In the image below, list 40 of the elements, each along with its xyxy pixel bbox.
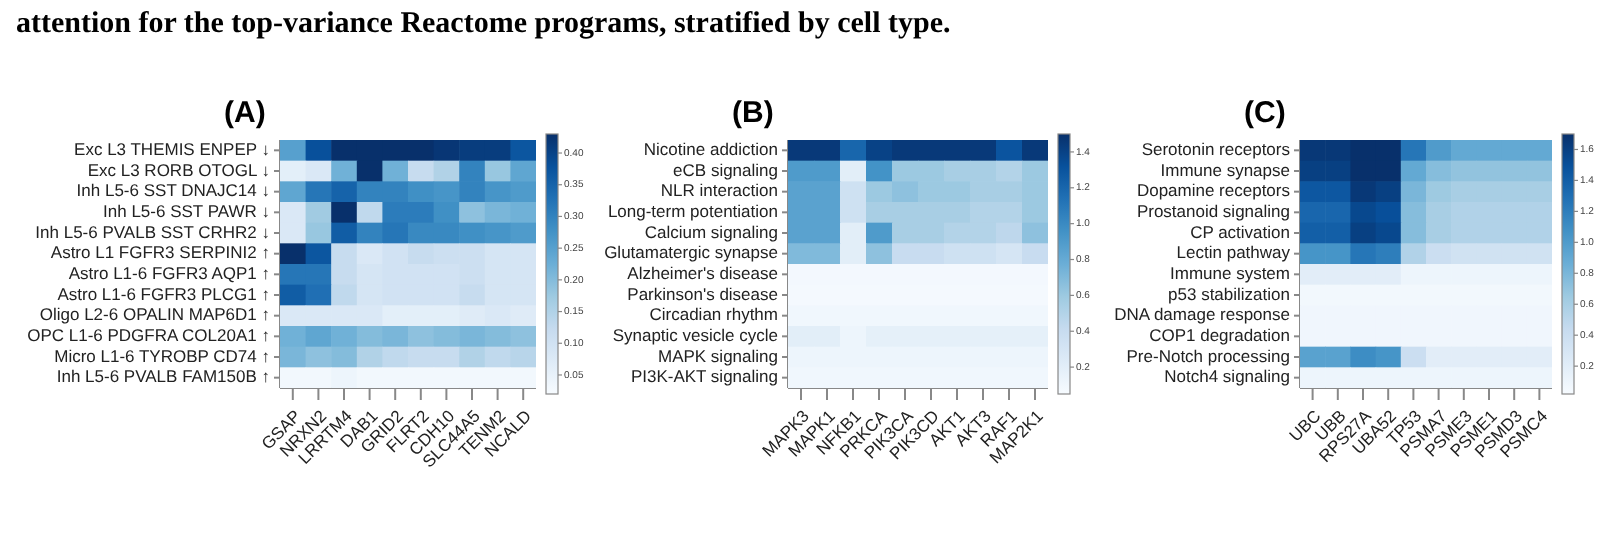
y-tick-label: NLR interaction bbox=[660, 180, 779, 201]
y-tick-label: OPC L1-6 PDGFRA COL20A1 ↑ bbox=[27, 324, 270, 345]
y-tick-label: Inh L5-6 PVALB SST CRHR2 ↓ bbox=[35, 221, 270, 242]
y-tick-label: Calcium signaling bbox=[644, 221, 779, 242]
y-tick-label: Inh L5-6 SST PAWR ↓ bbox=[103, 200, 270, 221]
y-tick-label: Inh L5-6 SST DNAJC14 ↓ bbox=[76, 180, 270, 201]
y-tick-label: Astro L1 FGFR3 SERPINI2 ↑ bbox=[50, 242, 270, 263]
y-tick-label: Prostanoid signaling bbox=[1136, 200, 1291, 221]
y-tick-label: Circadian rhythm bbox=[649, 304, 778, 325]
y-tick-label: Astro L1-6 FGFR3 PLCG1 ↑ bbox=[57, 283, 270, 304]
y-tick-label: Parkinson's disease bbox=[627, 283, 779, 304]
y-tick-label: DNA damage response bbox=[1114, 304, 1291, 325]
y-tick-label: Oligo L2-6 OPALIN MAP6D1 ↑ bbox=[39, 304, 270, 325]
chart-title: (A) bbox=[224, 96, 266, 130]
y-tick-label: Dopamine receptors bbox=[1136, 180, 1290, 201]
y-tick-label: Long-term potentiation bbox=[607, 200, 779, 221]
y-tick-label: Lectin pathway bbox=[1176, 242, 1292, 263]
chart-title: (B) bbox=[732, 96, 774, 130]
y-tick-label: Notch4 signaling bbox=[1164, 366, 1291, 387]
y-tick-label: p53 stabilization bbox=[1168, 283, 1291, 304]
y-tick-label: CP activation bbox=[1190, 221, 1291, 242]
y-tick-label: Exc L3 THEMIS ENPEP ↓ bbox=[74, 138, 270, 159]
y-tick-label: Astro L1-6 FGFR3 AQP1 ↑ bbox=[68, 262, 270, 283]
chart-title: (C) bbox=[1244, 96, 1286, 130]
y-tick-label: Serotonin receptors bbox=[1141, 138, 1290, 159]
y-tick-label: Nicotine addiction bbox=[643, 138, 779, 159]
y-tick-label: Inh L5-6 PVALB FAM150B ↑ bbox=[56, 366, 270, 387]
y-tick-label: Glutamatergic synapse bbox=[604, 242, 779, 263]
y-tick-label: MAPK signaling bbox=[657, 345, 779, 366]
y-tick-label: COP1 degradation bbox=[1149, 324, 1291, 345]
y-tick-label: Synaptic vesicle cycle bbox=[612, 324, 779, 345]
y-tick-label: eCB signaling bbox=[673, 159, 779, 180]
y-tick-label: Pre-Notch processing bbox=[1126, 345, 1291, 366]
y-tick-label: Exc L3 RORB OTOGL ↓ bbox=[87, 159, 270, 180]
y-tick-label: Alzheimer's disease bbox=[627, 262, 779, 283]
y-tick-label: Immune system bbox=[1170, 262, 1290, 283]
y-tick-label: PI3K-AKT signaling bbox=[630, 366, 779, 387]
text: attention for the top-variance Reactome programs, stratified by cell type. bbox=[16, 8, 951, 42]
y-tick-label: Micro L1-6 TYROBP CD74 ↑ bbox=[54, 345, 270, 366]
y-tick-label: Immune synapse bbox=[1160, 159, 1291, 180]
